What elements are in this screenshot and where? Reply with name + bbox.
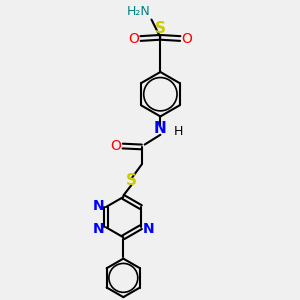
Text: N: N xyxy=(93,199,104,213)
Text: O: O xyxy=(110,139,121,153)
Text: S: S xyxy=(155,21,166,36)
Text: H: H xyxy=(174,125,183,138)
Text: O: O xyxy=(128,32,139,46)
Text: N: N xyxy=(154,122,167,136)
Text: S: S xyxy=(126,172,137,188)
Text: O: O xyxy=(182,32,193,46)
Text: H₂N: H₂N xyxy=(126,5,150,18)
Text: N: N xyxy=(93,222,104,236)
Text: N: N xyxy=(142,222,154,236)
